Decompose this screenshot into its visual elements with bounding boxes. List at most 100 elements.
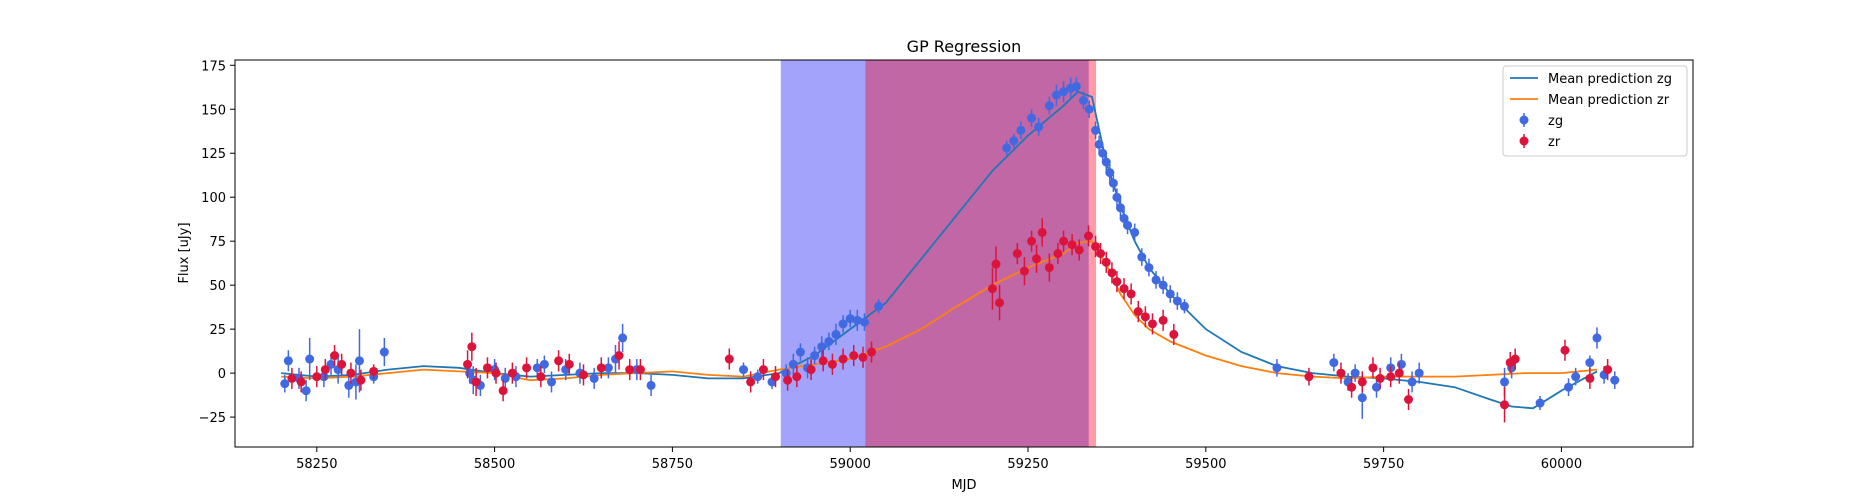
zr-marker [471,377,481,387]
zr-point [1133,300,1143,323]
zr-marker [1510,354,1520,364]
zg-point [379,337,389,367]
zr-marker [991,259,1001,269]
zr-point [1158,309,1168,331]
x-tick-label: 58250 [296,457,337,472]
zg-point [1407,371,1417,393]
y-axis-ticks: −25 0 25 50 75 100 125 150 175 [199,59,235,426]
zr-marker [1012,249,1022,258]
zr-point [330,344,340,367]
zg-point [1027,109,1037,127]
chart-title: GP Regression [907,37,1022,56]
zg-marker [1119,213,1129,223]
zg-marker [1414,368,1424,378]
zg-marker [1407,377,1417,387]
zr-point [724,348,734,370]
zr-point [1107,262,1117,284]
zg-point [817,336,827,358]
legend-marker-zr [1519,134,1529,148]
zr-point [1336,362,1346,384]
zr-marker [1074,245,1084,255]
y-tick-label: 75 [209,235,226,250]
zr-marker [320,365,330,375]
zg-marker [1564,382,1574,392]
zg-marker [1172,296,1182,306]
zg-point [1329,353,1339,372]
zr-point [1074,239,1084,261]
zr-marker [1500,400,1510,410]
zg-marker [1034,122,1044,132]
x-tick-label: 59500 [1185,457,1226,472]
zg-marker [1130,227,1140,237]
zg-point [1350,364,1360,382]
zr-point [1053,242,1063,265]
zg-marker [326,359,336,369]
zr-marker [1169,329,1179,339]
x-tick-label: 59000 [830,457,871,472]
zr-marker [346,368,356,378]
zr-point [463,350,473,379]
zr-marker [1096,249,1106,258]
legend-box [1502,65,1688,157]
zr-marker [1032,254,1042,264]
zr-marker [337,359,347,369]
zg-legend-dot [1519,115,1529,125]
zr-marker [507,368,517,378]
zr-point [1037,218,1047,247]
zg-marker [1044,101,1054,111]
zr-marker [1133,307,1143,317]
zg-point [1105,163,1115,182]
zr-point [1126,283,1136,305]
zr-marker [482,363,492,373]
zr-points [287,218,1613,423]
zr-point [746,371,756,393]
zg-marker [1002,143,1012,153]
zr-marker [1053,249,1063,258]
zr-marker [818,356,828,366]
zg-marker [1009,136,1019,146]
zr-point [296,371,306,393]
zg-marker [810,351,820,361]
zr-marker [578,370,588,380]
zr-marker [1347,382,1357,392]
zr-point [356,369,366,391]
zr-marker [1019,266,1029,276]
plot-area [280,59,1620,448]
y-tick-label: 25 [209,323,226,338]
zr-point [554,350,564,372]
legend-label-zr: zr [1548,135,1561,150]
y-tick-label: 100 [201,191,226,206]
zg-marker [788,359,798,369]
zg-marker [781,368,791,378]
zr-marker [554,356,564,366]
zg-point [1051,84,1061,106]
zg-marker [1396,359,1406,369]
zr-point [1067,234,1077,256]
zg-marker [1272,363,1282,373]
zr-marker [995,298,1005,308]
zg-marker [1585,358,1595,368]
zr-point [1059,230,1069,252]
zg-point [1112,188,1122,207]
zg-point [532,359,542,377]
zg-point [1172,292,1182,310]
zg-point [1144,258,1154,277]
zr-point [1044,253,1054,282]
zg-marker [618,333,628,343]
zg-marker [1144,263,1154,273]
zr-marker [1336,368,1346,378]
zg-marker [603,363,613,373]
zg-marker [852,315,862,325]
zr-marker [536,372,546,382]
zg-point [1078,91,1088,110]
zr-point [578,364,588,386]
zg-marker [1500,377,1510,387]
zr-marker [783,375,793,385]
zr-point [1012,242,1022,265]
zg-point [845,309,855,328]
zg-point [1137,248,1147,266]
zg-point [1564,378,1574,396]
zg-marker [379,347,389,357]
zg-marker [1016,125,1026,135]
